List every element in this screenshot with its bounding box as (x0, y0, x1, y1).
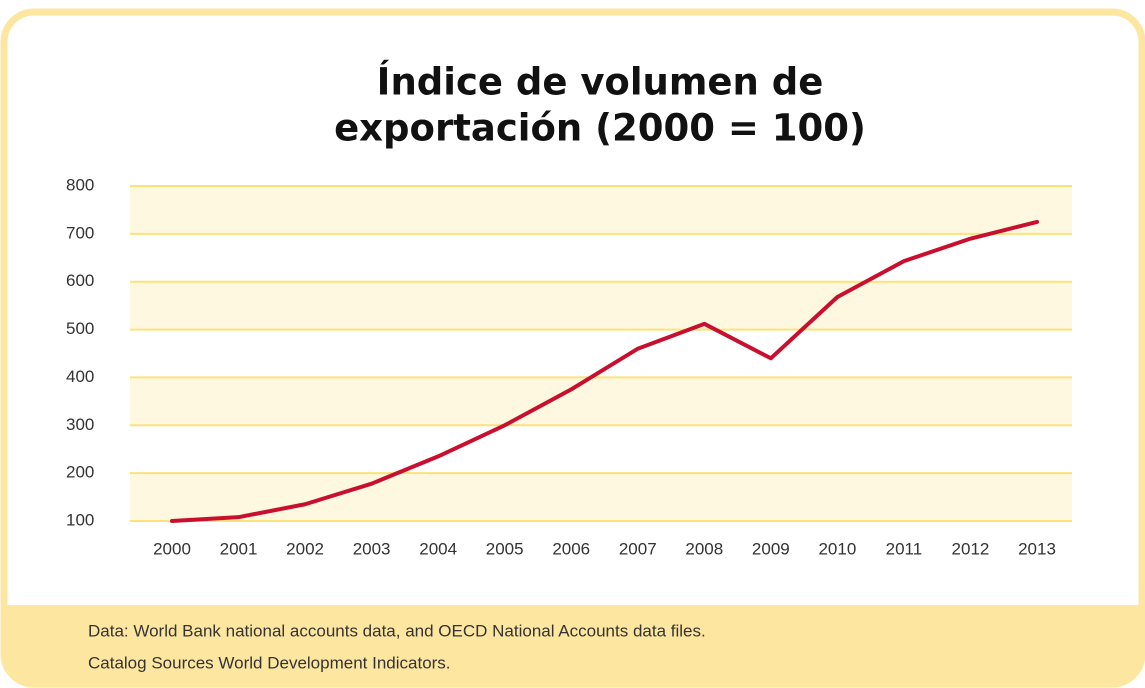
y-tick-label: 700 (66, 223, 94, 242)
x-tick-label: 2010 (818, 539, 856, 558)
source-note: Data: World Bank national accounts data,… (88, 621, 706, 640)
grid-band (130, 281, 1072, 330)
y-tick-label: 500 (66, 319, 94, 338)
x-tick-label: 2009 (752, 539, 790, 558)
y-tick-label: 100 (66, 510, 94, 529)
x-tick-label: 2012 (952, 539, 990, 558)
x-tick-label: 2004 (419, 539, 457, 558)
grid-band (130, 377, 1072, 426)
chart-title: exportación (2000 = 100) (334, 107, 866, 150)
x-tick-label: 2001 (220, 539, 258, 558)
x-tick-label: 2003 (353, 539, 391, 558)
footer-band (4, 605, 1142, 684)
x-tick-label: 2000 (153, 539, 191, 558)
x-tick-label: 2006 (552, 539, 590, 558)
y-tick-label: 600 (66, 271, 94, 290)
source-note: Catalog Sources World Development Indica… (88, 653, 451, 672)
y-tick-label: 200 (66, 463, 94, 482)
y-tick-label: 800 (66, 175, 94, 194)
x-tick-label: 2002 (286, 539, 324, 558)
x-tick-label: 2008 (685, 539, 723, 558)
x-tick-label: 2005 (486, 539, 524, 558)
grid-band (130, 473, 1072, 521)
data-line (170, 219, 1039, 523)
x-tick-label: 2013 (1018, 539, 1056, 558)
x-tick-label: 2011 (886, 539, 923, 558)
y-tick-label: 300 (66, 415, 94, 434)
y-tick-label: 400 (66, 367, 94, 386)
x-tick-label: 2007 (619, 539, 657, 558)
grid-band (130, 186, 1072, 234)
chart-title: Índice de volumen de (377, 60, 824, 104)
